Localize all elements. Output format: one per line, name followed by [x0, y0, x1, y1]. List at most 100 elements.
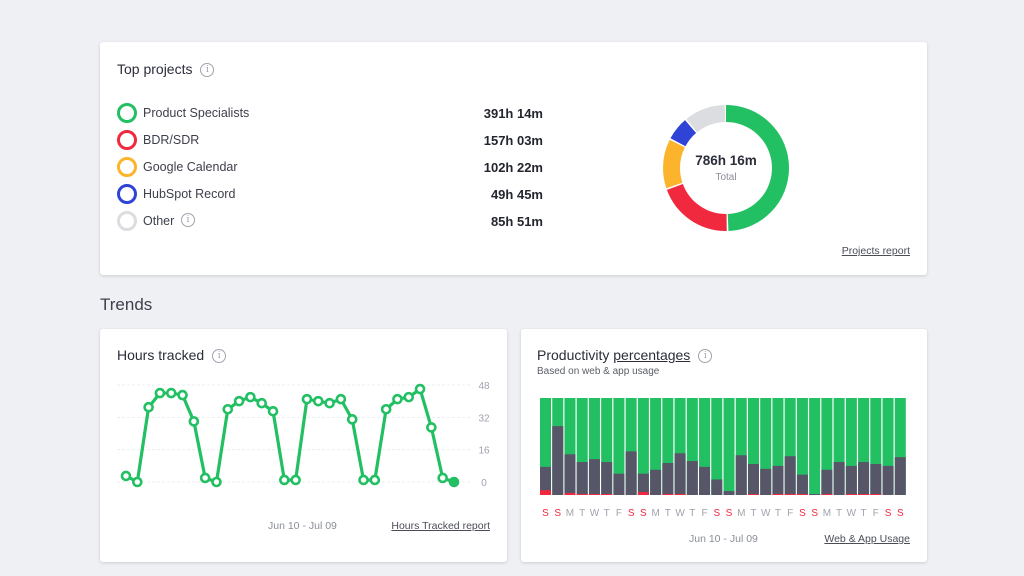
bar-neutral[interactable]: [809, 494, 821, 495]
bar-neutral[interactable]: [747, 463, 759, 495]
bar-neutral[interactable]: [552, 426, 564, 495]
info-icon[interactable]: i: [181, 213, 195, 227]
data-point[interactable]: [165, 387, 177, 399]
data-point[interactable]: [426, 422, 437, 433]
project-row[interactable]: Google Calendar 102h 22m: [117, 157, 543, 177]
data-point[interactable]: [380, 403, 392, 415]
bar-neutral[interactable]: [845, 465, 857, 495]
bar-neutral[interactable]: [760, 468, 772, 495]
data-point[interactable]: [392, 393, 403, 405]
bar-unproductive[interactable]: [662, 494, 674, 495]
bar-productive[interactable]: [674, 398, 686, 495]
data-point[interactable]: [290, 474, 301, 486]
bar-productive[interactable]: [588, 398, 600, 495]
bar-neutral[interactable]: [540, 466, 552, 495]
bar-neutral[interactable]: [637, 473, 649, 495]
bar-productive[interactable]: [601, 398, 613, 495]
bar-unproductive[interactable]: [564, 493, 576, 495]
bar-productive[interactable]: [723, 398, 735, 495]
data-point[interactable]: [301, 393, 313, 405]
bar-unproductive[interactable]: [637, 492, 649, 495]
data-point[interactable]: [369, 474, 381, 486]
donut-segment[interactable]: [663, 105, 789, 231]
bar-productive[interactable]: [882, 398, 894, 495]
bar-neutral[interactable]: [711, 479, 723, 495]
data-point[interactable]: [143, 401, 154, 413]
data-point[interactable]: [267, 405, 279, 417]
bar-neutral[interactable]: [858, 462, 870, 495]
bar-neutral[interactable]: [564, 454, 576, 495]
bar-productive[interactable]: [613, 398, 625, 495]
data-point[interactable]: [120, 470, 132, 482]
data-point[interactable]: [222, 403, 234, 415]
bar-unproductive[interactable]: [821, 494, 833, 495]
bar-productive[interactable]: [870, 398, 882, 495]
bar-productive[interactable]: [821, 398, 833, 495]
bar-neutral[interactable]: [796, 474, 808, 495]
projects-report-link[interactable]: Projects report: [841, 245, 910, 257]
data-point[interactable]: [245, 391, 256, 403]
bar-productive[interactable]: [809, 398, 821, 495]
donut-segment[interactable]: [663, 105, 789, 231]
bar-neutral[interactable]: [833, 462, 845, 495]
bar-unproductive[interactable]: [772, 494, 784, 495]
data-point[interactable]: [279, 474, 290, 486]
bar-unproductive[interactable]: [601, 494, 613, 495]
bar-productive[interactable]: [845, 398, 857, 495]
data-point[interactable]: [448, 476, 460, 488]
data-point[interactable]: [177, 389, 188, 401]
bar-productive[interactable]: [637, 398, 649, 495]
bar-productive[interactable]: [760, 398, 772, 495]
bar-neutral[interactable]: [601, 462, 613, 495]
project-row[interactable]: Product Specialists 391h 14m: [117, 103, 543, 123]
data-point[interactable]: [312, 395, 324, 407]
bar-productive[interactable]: [796, 398, 808, 495]
bar-unproductive[interactable]: [588, 494, 600, 495]
bar-unproductive[interactable]: [576, 494, 588, 495]
bar-neutral[interactable]: [735, 455, 747, 495]
info-icon[interactable]: i: [698, 349, 713, 364]
bar-neutral[interactable]: [625, 451, 637, 495]
bar-productive[interactable]: [662, 398, 674, 495]
data-point[interactable]: [346, 414, 358, 425]
donut-segment[interactable]: [663, 105, 789, 231]
bar-neutral[interactable]: [613, 473, 625, 495]
bar-unproductive[interactable]: [845, 494, 857, 495]
data-point[interactable]: [154, 387, 166, 399]
bar-unproductive[interactable]: [747, 494, 759, 495]
data-point[interactable]: [414, 383, 426, 395]
bar-productive[interactable]: [650, 398, 662, 495]
bar-neutral[interactable]: [674, 453, 686, 495]
data-point[interactable]: [437, 472, 448, 484]
bar-productive[interactable]: [540, 398, 552, 495]
bar-neutral[interactable]: [870, 463, 882, 495]
bar-productive[interactable]: [576, 398, 588, 495]
bar-productive[interactable]: [784, 398, 796, 495]
data-point[interactable]: [233, 395, 245, 407]
bar-neutral[interactable]: [784, 456, 796, 495]
web-app-usage-link[interactable]: Web & App Usage: [824, 533, 910, 545]
bar-unproductive[interactable]: [674, 494, 686, 495]
info-icon[interactable]: i: [212, 349, 227, 364]
data-point[interactable]: [211, 476, 222, 488]
data-point[interactable]: [188, 416, 200, 427]
bar-productive[interactable]: [747, 398, 759, 495]
bar-productive[interactable]: [699, 398, 711, 495]
bar-neutral[interactable]: [882, 465, 894, 495]
bar-productive[interactable]: [833, 398, 845, 495]
bar-neutral[interactable]: [894, 457, 906, 495]
bar-neutral[interactable]: [588, 459, 600, 495]
data-point[interactable]: [335, 393, 347, 405]
bar-unproductive[interactable]: [796, 494, 808, 495]
project-row[interactable]: Other i 85h 51m: [117, 211, 543, 231]
info-icon[interactable]: i: [200, 63, 215, 78]
bar-productive[interactable]: [858, 398, 870, 495]
data-point[interactable]: [132, 476, 143, 488]
bar-productive[interactable]: [711, 398, 723, 495]
data-point[interactable]: [358, 474, 369, 486]
bar-neutral[interactable]: [576, 462, 588, 495]
bar-neutral[interactable]: [662, 462, 674, 495]
bar-unproductive[interactable]: [784, 494, 796, 495]
data-point[interactable]: [199, 472, 211, 484]
bar-productive[interactable]: [894, 398, 906, 495]
